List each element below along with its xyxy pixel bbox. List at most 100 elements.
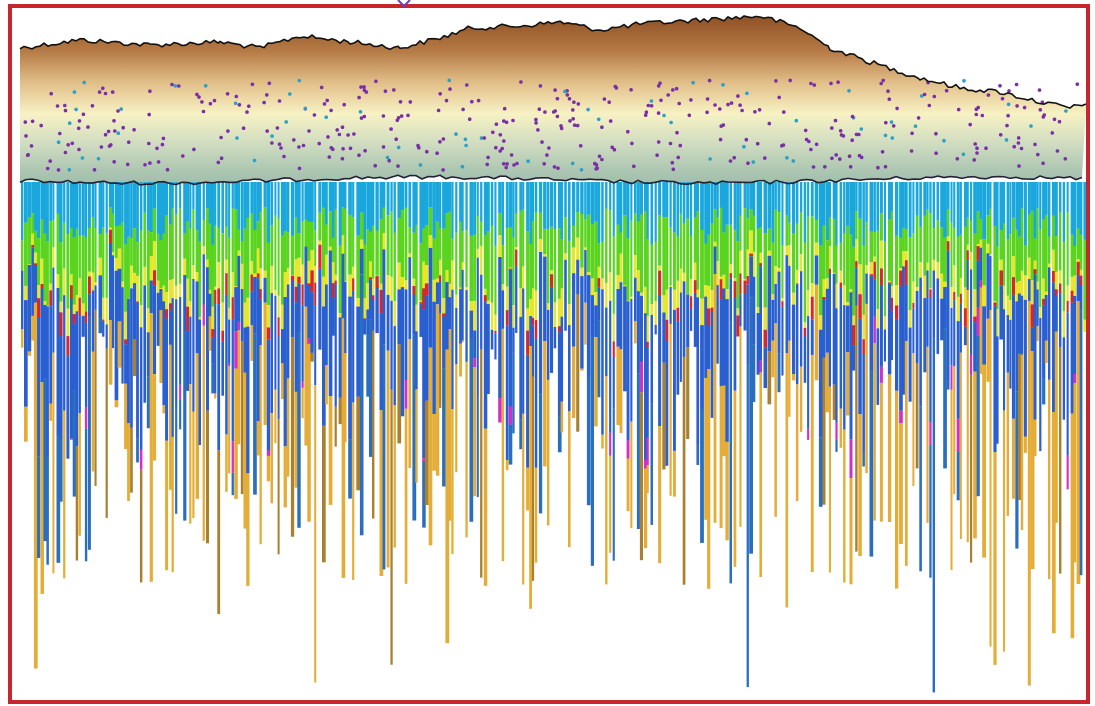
borehole-segment (662, 182, 665, 217)
borehole-segment (1080, 182, 1083, 235)
borehole-segment (561, 288, 564, 316)
borehole-segment (82, 316, 85, 337)
sample-point (270, 141, 274, 145)
borehole-segment (658, 266, 661, 271)
borehole-segment (455, 182, 457, 232)
borehole-segment (375, 231, 378, 276)
borehole-segment (1063, 182, 1065, 242)
sample-point (1038, 88, 1042, 92)
borehole-segment (307, 222, 311, 261)
sample-point (657, 140, 661, 144)
sample-point (782, 143, 786, 147)
borehole-segment (375, 288, 378, 333)
borehole-segment (118, 249, 122, 269)
sample-point (57, 168, 61, 172)
borehole-segment (206, 182, 209, 208)
borehole-segment (257, 273, 260, 278)
borehole-segment (909, 182, 912, 237)
borehole-segment (260, 345, 262, 544)
borehole-segment (996, 336, 998, 443)
borehole-segment (1028, 301, 1031, 686)
borehole-segment (967, 250, 969, 260)
borehole-segment (951, 182, 953, 223)
sample-point (448, 87, 452, 91)
sample-point (1007, 103, 1011, 107)
borehole-segment (749, 230, 753, 253)
borehole-segment (576, 212, 579, 238)
borehole-segment (977, 336, 980, 496)
borehole-segment (451, 239, 453, 261)
sample-point (539, 84, 543, 88)
borehole-segment (1063, 242, 1065, 311)
borehole-segment (888, 374, 891, 522)
borehole-segment (199, 182, 202, 242)
borehole-segment (673, 290, 676, 310)
borehole-segment (387, 182, 390, 215)
borehole-segment (130, 266, 133, 289)
borehole-segment (947, 236, 950, 241)
borehole-segment (394, 301, 396, 326)
borehole-segment (515, 182, 517, 213)
borehole-segment (228, 182, 230, 238)
borehole-segment (953, 292, 955, 300)
borehole-segment (543, 182, 547, 229)
borehole-segment (640, 362, 643, 392)
borehole-segment (843, 430, 845, 583)
borehole-segment (747, 364, 749, 687)
borehole-segment (1012, 295, 1015, 419)
borehole-segment (730, 278, 733, 322)
borehole-segment (278, 337, 280, 420)
sample-point (659, 99, 663, 103)
borehole-segment (550, 182, 553, 227)
sample-point (540, 140, 544, 144)
borehole-segment (88, 318, 91, 550)
borehole-segment (297, 283, 300, 332)
sample-point (600, 125, 604, 129)
sample-point (111, 90, 115, 94)
sample-point (57, 140, 61, 144)
sample-point (209, 102, 213, 106)
borehole-segment (874, 262, 876, 280)
borehole-segment (238, 330, 241, 444)
borehole-segment (397, 218, 401, 263)
sample-point (68, 168, 72, 172)
borehole-segment (136, 303, 139, 439)
borehole-segment (880, 213, 883, 240)
sample-point (884, 134, 888, 138)
borehole-segment (257, 248, 260, 273)
borehole-segment (926, 209, 928, 262)
borehole-segment (147, 182, 150, 230)
borehole-segment (318, 245, 321, 269)
borehole-segment (274, 182, 276, 216)
borehole-segment (408, 182, 411, 227)
borehole-segment (66, 309, 69, 337)
borehole-segment (234, 209, 238, 286)
sample-point (756, 142, 760, 146)
borehole-segment (88, 228, 91, 272)
borehole-segment (1080, 235, 1083, 270)
sample-point (242, 126, 246, 130)
sample-point (886, 89, 890, 93)
borehole-segment (655, 301, 657, 325)
borehole-segment (99, 318, 103, 334)
borehole-segment (967, 290, 969, 542)
borehole-segment (905, 285, 908, 342)
borehole-segment (153, 241, 156, 270)
borehole-segment (352, 182, 354, 217)
sample-point (396, 164, 400, 168)
borehole-segment (491, 182, 494, 226)
borehole-segment (150, 281, 153, 314)
sample-point (485, 163, 489, 167)
borehole-segment (929, 289, 931, 297)
borehole-segment (506, 228, 509, 287)
sample-point (815, 143, 819, 147)
sample-point (917, 116, 921, 120)
borehole-segment (572, 273, 575, 346)
borehole-segment (24, 300, 28, 407)
sample-point (688, 114, 692, 118)
borehole-segment (730, 225, 733, 264)
borehole-segment (980, 281, 983, 288)
borehole-segment (85, 238, 87, 312)
sample-point (235, 95, 239, 99)
sample-point (1005, 138, 1009, 142)
